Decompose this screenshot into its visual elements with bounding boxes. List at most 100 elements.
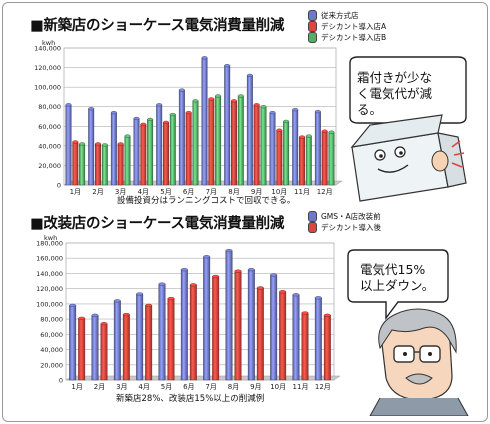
legend-label: デシカント導入店B xyxy=(321,33,387,42)
y-tick-label: 80,000 xyxy=(38,103,61,111)
x-tick-label: 8月 xyxy=(228,188,239,196)
bar xyxy=(95,142,101,186)
bar xyxy=(279,290,287,381)
plot-area xyxy=(63,47,337,186)
bar xyxy=(101,143,108,186)
legend-item: デシカント導入店A xyxy=(308,21,386,32)
x-tick-label: 9月 xyxy=(251,188,262,196)
chart1-legend: 従来方式店 デシカント導入店A デシカント導入店B xyxy=(308,10,386,43)
bar xyxy=(192,99,199,186)
bar xyxy=(117,142,124,186)
bar xyxy=(247,268,255,381)
bar xyxy=(253,103,260,186)
y-tick-label: 20,000 xyxy=(38,162,61,170)
x-tick-label: 10月 xyxy=(270,383,286,391)
bar xyxy=(110,110,117,186)
x-tick-label: 10月 xyxy=(271,188,287,196)
bubble-top-text: 霜付きが少な く電気代が減 る。 xyxy=(357,70,432,118)
bar xyxy=(299,135,305,186)
bar xyxy=(314,296,322,381)
bar xyxy=(185,110,192,186)
bar xyxy=(276,128,283,186)
bar xyxy=(136,292,144,381)
bar xyxy=(225,249,233,381)
y-tick-label: 60,000 xyxy=(38,123,61,131)
x-tick-label: 7月 xyxy=(206,188,217,196)
x-tick-label: 11月 xyxy=(293,383,309,391)
y-tick-label: 180,000 xyxy=(36,240,63,248)
y-axis-label: kwh xyxy=(42,39,55,47)
hand-icon xyxy=(431,150,449,172)
bar xyxy=(147,117,154,186)
bar xyxy=(323,313,331,381)
bar xyxy=(163,120,169,186)
bar xyxy=(321,129,328,186)
legend-swatch xyxy=(308,32,317,43)
y-tick-label: 140,000 xyxy=(34,45,61,53)
y-tick-label: 40,000 xyxy=(38,142,61,150)
x-tick-label: 4月 xyxy=(138,383,149,391)
legend-item: デシカント導入店B xyxy=(308,32,386,43)
x-tick-label: 3月 xyxy=(115,188,126,196)
chart1-caption: 設備投資分はランニングコストで回収できる。 xyxy=(117,196,296,206)
x-tick-label: 11月 xyxy=(294,188,310,196)
bar xyxy=(88,107,95,186)
x-tick-label: 1月 xyxy=(71,383,82,391)
bar xyxy=(201,56,208,186)
x-tick-label: 2月 xyxy=(92,188,103,196)
bar xyxy=(122,312,130,381)
legend-swatch xyxy=(308,222,317,233)
bar xyxy=(208,97,215,186)
bubble-bottom-text: 電気代15% 以上ダウン。 xyxy=(360,262,434,294)
y-tick-label: 120,000 xyxy=(34,64,61,72)
bar xyxy=(178,88,185,186)
bar xyxy=(328,130,335,186)
y-tick-label: 40,000 xyxy=(40,346,63,354)
x-tick-label: 3月 xyxy=(116,383,127,391)
legend-label: 従来方式店 xyxy=(321,11,359,20)
bar xyxy=(124,134,131,186)
legend-label: GMS・A店改装前 xyxy=(321,212,381,221)
bar xyxy=(167,296,175,381)
bar xyxy=(189,283,197,381)
y-tick-label: 20,000 xyxy=(40,361,63,369)
bar xyxy=(72,140,79,186)
bubble-line: る。 xyxy=(357,102,383,117)
bar xyxy=(305,134,312,186)
bar xyxy=(100,322,108,381)
x-tick-label: 1月 xyxy=(70,188,81,196)
legend-item: GMS・A店改装前 xyxy=(308,211,381,222)
bar xyxy=(78,316,86,381)
bar xyxy=(224,64,231,186)
chart2-title: ■改装店のショーケース電気消費量削減 xyxy=(30,216,285,232)
sparkle-icon xyxy=(451,140,465,168)
y-tick-label: 0 xyxy=(57,182,61,190)
bubble-line: 電気代15% xyxy=(360,262,426,277)
bar xyxy=(256,286,264,381)
bar xyxy=(180,268,188,381)
bar xyxy=(270,273,278,381)
bar xyxy=(283,119,290,186)
x-tick-label: 6月 xyxy=(183,383,194,391)
bar xyxy=(237,94,244,186)
bar xyxy=(65,103,72,186)
chart1-title: ■新築店のショーケース電気消費量削減 xyxy=(30,18,285,34)
y-tick-label: 100,000 xyxy=(34,84,61,92)
x-tick-label: 9月 xyxy=(250,383,261,391)
chart2-caption: 新築店28%、改装店15%以上の削減例 xyxy=(116,394,265,404)
mustache xyxy=(405,373,433,385)
bar xyxy=(231,99,237,186)
bar xyxy=(269,110,276,186)
legend-item: 従来方式店 xyxy=(308,10,386,21)
speech-bubble xyxy=(347,249,449,321)
legend-item: デシカント導入後 xyxy=(308,222,381,233)
bar xyxy=(79,142,86,186)
bar xyxy=(91,313,99,381)
bar xyxy=(314,110,321,186)
smile-icon xyxy=(377,164,409,173)
bubble-line: く電気代が減 xyxy=(357,86,433,101)
bar xyxy=(158,282,166,381)
bar xyxy=(215,94,222,186)
